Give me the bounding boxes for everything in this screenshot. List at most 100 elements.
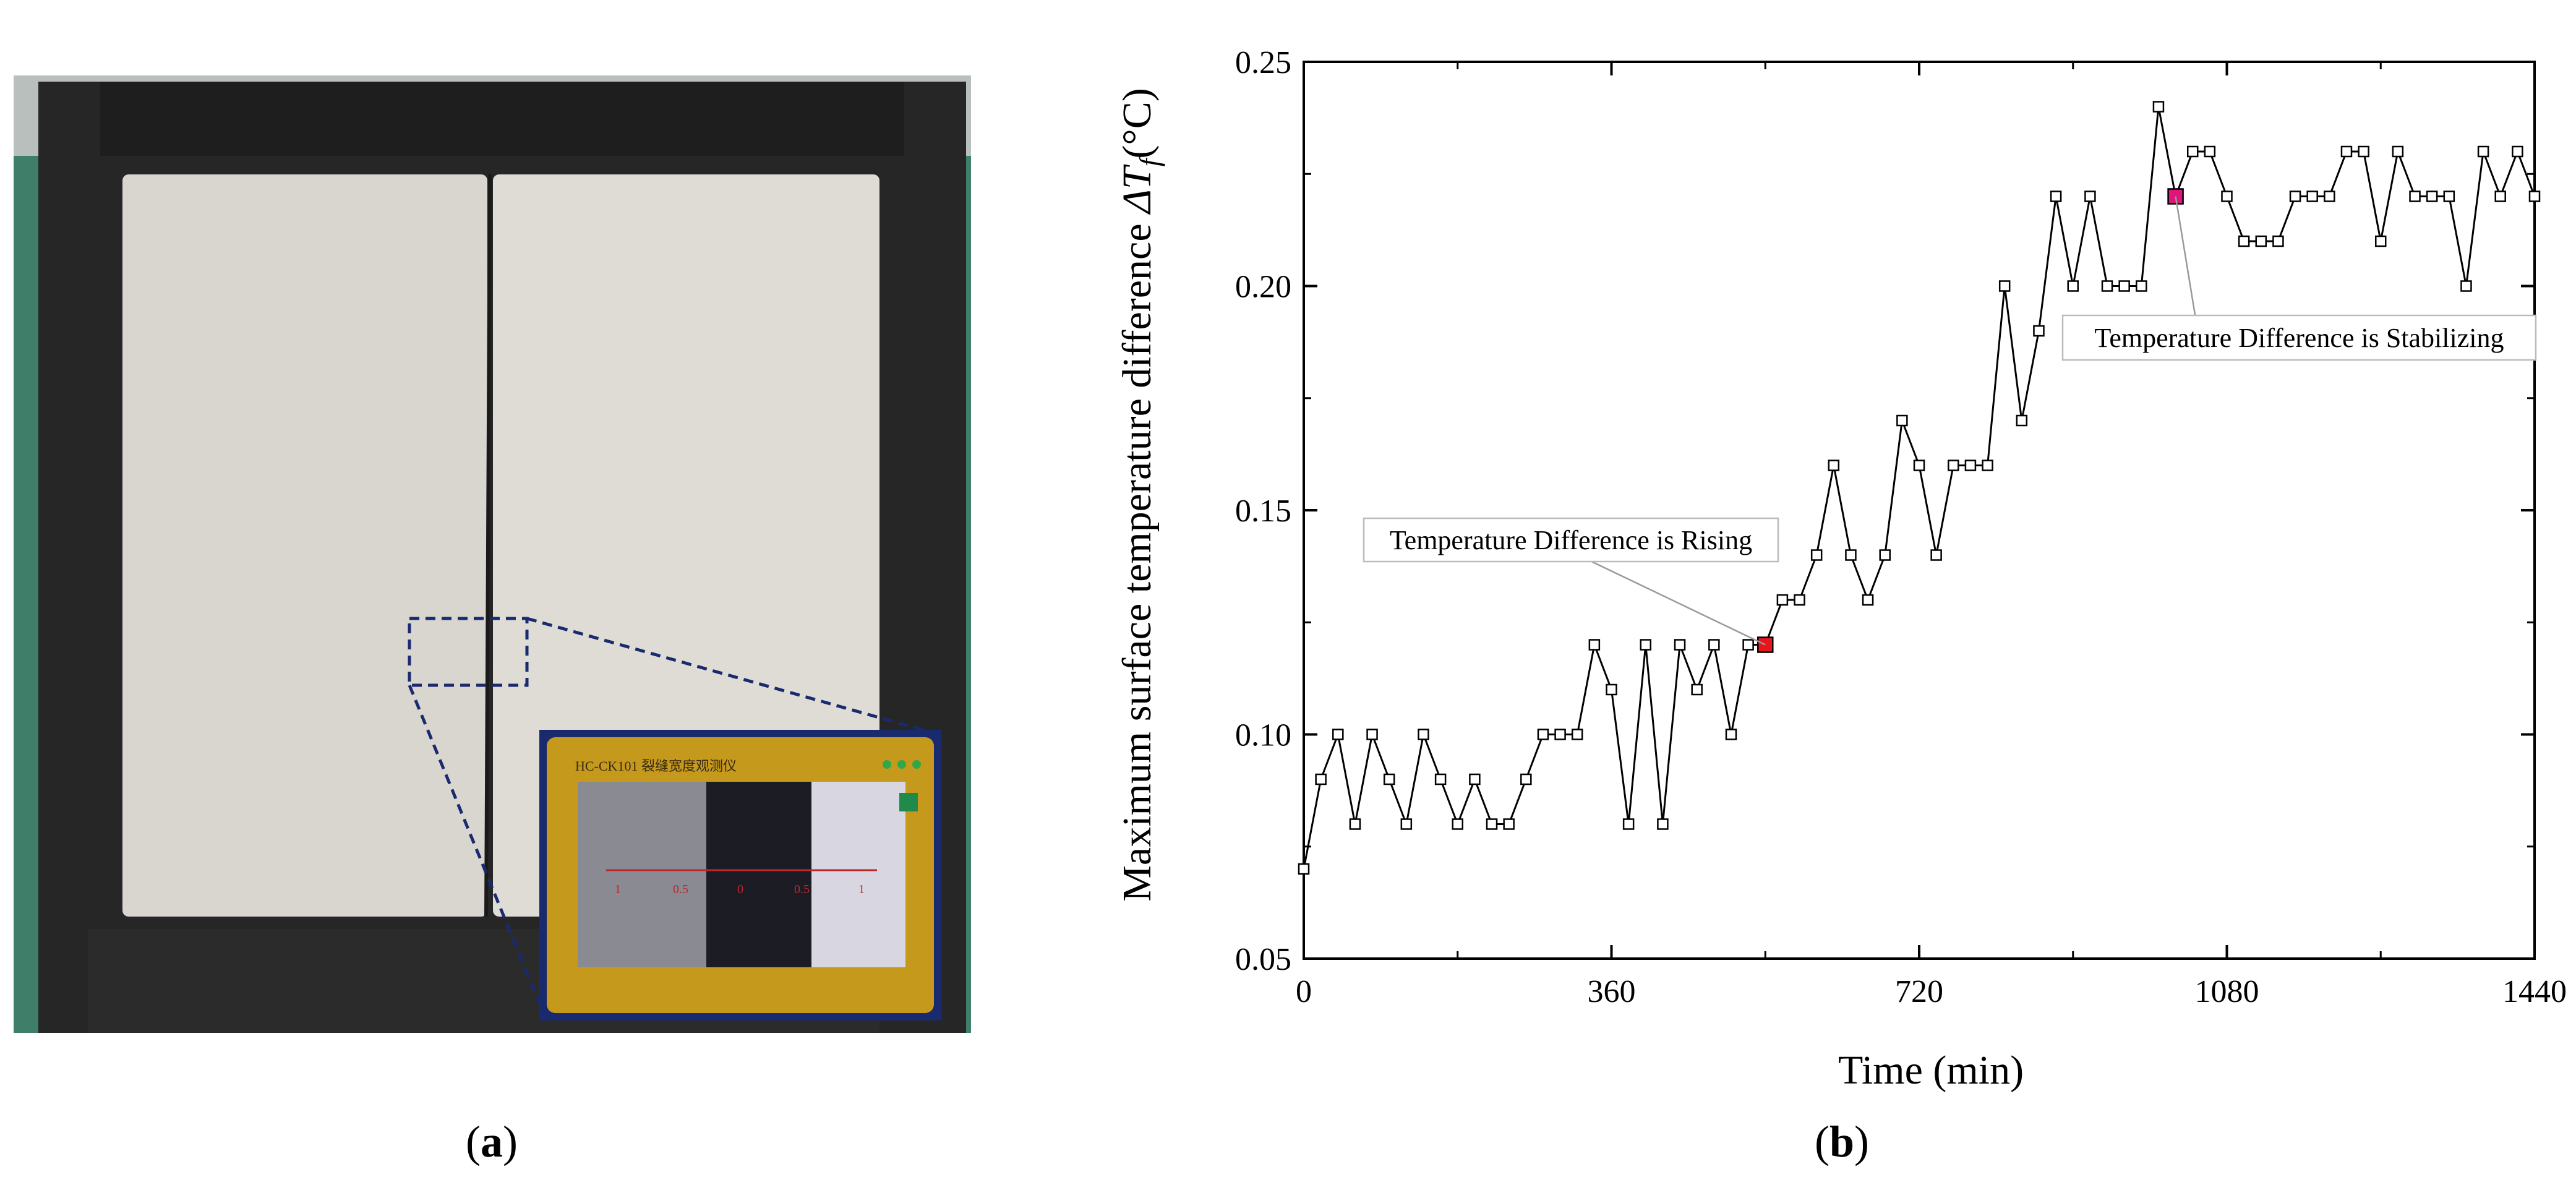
data-point <box>2186 145 2199 158</box>
data-point <box>2272 235 2284 247</box>
data-point <box>1349 818 1361 830</box>
data-point <box>1571 729 1583 740</box>
data-point <box>1828 460 1840 471</box>
data-point <box>2152 101 2165 113</box>
scale-label-1: 1 <box>615 883 621 896</box>
data-point-rising <box>1757 636 1774 653</box>
data-point <box>1845 549 1857 561</box>
annotation-label: Temperature Difference is Stabilizing <box>2095 323 2504 353</box>
y-tick-label: 0.10 <box>1235 718 1291 753</box>
device-model-text: HC-CK101 裂缝宽度观测仪 <box>575 758 737 774</box>
data-point <box>2255 235 2267 247</box>
panel-label-a: (a) <box>455 1116 529 1168</box>
chart-axes: 0 360 720 1080 1440 0.05 0.10 0.15 0.20 0.25 <box>1235 45 2567 1009</box>
scale-label-5: 1 <box>858 883 865 896</box>
x-tick-label: 1080 <box>2195 974 2259 1009</box>
device-light-1 <box>883 760 891 769</box>
data-point <box>2512 145 2523 158</box>
data-point <box>1520 773 1532 785</box>
data-point <box>2528 190 2541 202</box>
data-point <box>1862 594 1874 606</box>
data-point <box>2460 280 2472 292</box>
zoom-line-top <box>526 617 923 732</box>
y-axis-label-prefix: Maximum surface temperature difference <box>1115 213 1160 902</box>
data-point <box>1776 594 1789 606</box>
data-point <box>2204 145 2216 158</box>
annotation-leader-line <box>2175 196 2196 316</box>
data-point <box>2050 190 2062 202</box>
data-point <box>2101 280 2113 292</box>
data-point <box>1315 773 1327 785</box>
data-point <box>1452 818 1463 830</box>
data-point <box>1896 414 1908 427</box>
magnified-region-box <box>408 617 529 687</box>
panel-label-b-close: ) <box>1854 1117 1869 1166</box>
x-tick-label: 360 <box>1588 974 1636 1009</box>
data-point <box>1810 549 1823 561</box>
data-point <box>1674 639 1686 651</box>
data-point <box>1879 549 1891 561</box>
y-tick-label: 0.05 <box>1235 942 1291 977</box>
data-point <box>2221 190 2233 202</box>
panel-label-b-open: ( <box>1814 1117 1829 1166</box>
device-green-button <box>899 793 918 811</box>
data-point <box>1657 818 1669 830</box>
data-point <box>2033 325 2045 337</box>
concrete-slab-left <box>122 174 487 917</box>
data-point <box>1554 729 1566 740</box>
data-point <box>2324 190 2335 202</box>
data-point <box>2477 145 2489 158</box>
data-point <box>2340 145 2353 158</box>
data-point <box>2016 414 2028 427</box>
data-point <box>1298 863 1310 875</box>
crack-line <box>484 174 492 917</box>
data-point <box>1537 729 1549 740</box>
panel-label-b: (b) <box>1805 1116 1879 1168</box>
data-point <box>1964 460 1977 471</box>
data-point <box>1469 773 1481 785</box>
data-point <box>1434 773 1447 785</box>
zoom-line-bottom <box>408 685 541 1004</box>
panel-label-a-letter: a <box>481 1117 503 1166</box>
data-point <box>2118 280 2130 292</box>
series-line <box>1303 106 2536 870</box>
x-tick-label: 1440 <box>2502 974 2567 1009</box>
data-point <box>1913 460 1925 471</box>
specimen-photo: HC-CK101 裂缝宽度观测仪 1 0.5 0 0.5 1 <box>14 75 971 1033</box>
chart-annotations: Temperature Difference is Rising Temperat… <box>1363 196 2537 646</box>
data-point <box>2358 145 2369 158</box>
scale-label-3: 0 <box>737 883 743 896</box>
data-point <box>1982 460 1993 471</box>
data-point <box>2494 190 2506 202</box>
data-point <box>1742 639 1754 651</box>
data-point <box>1486 818 1498 830</box>
data-point <box>1503 818 1515 830</box>
data-point <box>1948 460 1959 471</box>
y-axis-label: Maximum surface temperature difference Δ… <box>1115 88 1165 902</box>
data-point <box>1332 729 1344 740</box>
data-point <box>1725 729 1737 740</box>
data-point <box>1366 729 1378 740</box>
data-point <box>1418 729 1429 740</box>
data-point <box>1400 818 1413 830</box>
data-point <box>1691 683 1703 696</box>
data-point <box>2409 190 2421 202</box>
data-point <box>2084 190 2096 202</box>
y-tick-label: 0.15 <box>1235 494 1291 529</box>
y-axis-label-symbol: ΔT <box>1115 164 1160 215</box>
screen-right-area <box>811 782 905 967</box>
data-point <box>1794 594 1805 606</box>
data-point <box>1383 773 1395 785</box>
data-point <box>1708 639 1720 651</box>
data-point <box>1588 639 1601 651</box>
data-point <box>1930 549 1942 561</box>
scale-label-2: 0.5 <box>673 883 688 896</box>
data-point <box>2289 190 2301 202</box>
screen-crack-band <box>706 782 811 967</box>
y-tick-label: 0.20 <box>1235 270 1291 305</box>
device-light-3 <box>912 760 921 769</box>
data-point <box>1622 818 1635 830</box>
annotation-box <box>1363 517 1779 563</box>
y-tick-label: 0.25 <box>1235 45 1291 80</box>
